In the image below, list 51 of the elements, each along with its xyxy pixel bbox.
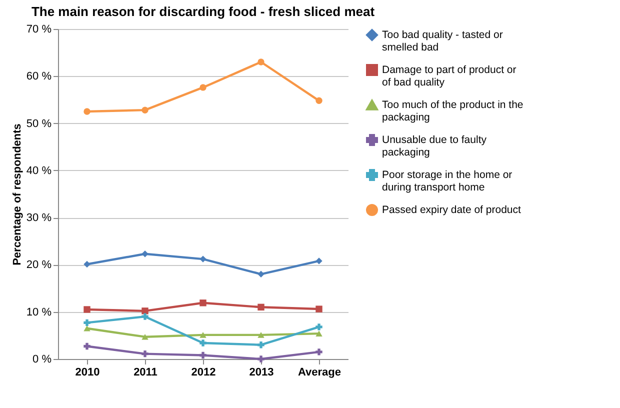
y-tick-label: 10 % (26, 306, 52, 318)
point (316, 258, 322, 264)
point (258, 58, 264, 66)
legend-label: Damage to part of product or of bad quality (382, 64, 517, 88)
point (200, 84, 206, 91)
point (142, 350, 148, 358)
legend-label: Poor storage in the home or during transport home (382, 169, 513, 194)
point (258, 270, 264, 278)
point (200, 352, 206, 359)
point (258, 356, 264, 362)
point (84, 342, 90, 350)
point (200, 256, 206, 262)
y-tick-label: 40 % (26, 164, 52, 177)
point (200, 340, 206, 346)
point (142, 250, 148, 258)
point (316, 306, 322, 312)
point (142, 308, 148, 314)
legend-label: Too bad quality - tasted or smelled bad (382, 29, 504, 54)
point (316, 330, 322, 336)
legend-label: Passed expiry date of product (382, 204, 521, 216)
point (200, 300, 206, 306)
point (258, 332, 264, 338)
point (316, 348, 322, 356)
y-tick-label: 60 % (26, 70, 52, 83)
y-tick-label: 20 % (26, 259, 52, 272)
point (84, 306, 90, 313)
legend-label: Too much of the product in the packaging (382, 99, 524, 124)
chart-title: The main reason for discarding food - fresh sliced meat (31, 4, 376, 19)
point (258, 342, 264, 348)
point (316, 97, 322, 104)
point (142, 313, 148, 320)
y-tick-label: 70 % (26, 24, 52, 36)
y-tick-label: 30 % (26, 212, 52, 224)
point (200, 332, 206, 338)
point (84, 319, 90, 326)
point (316, 324, 322, 330)
y-tick-label: 50 % (26, 118, 52, 130)
point (258, 304, 264, 310)
x-tick-label: 2012 (191, 366, 216, 378)
x-tick-label: 2011 (134, 366, 158, 378)
y-axis-title: Percentage of respondents (11, 124, 24, 266)
point (84, 325, 90, 332)
point (84, 260, 90, 268)
x-tick-label: 2010 (75, 366, 100, 378)
point (142, 106, 148, 114)
x-tick-label: Average (298, 366, 342, 378)
point (84, 108, 90, 115)
y-tick-label: 0 % (32, 354, 52, 366)
x-tick-label: 2013 (249, 366, 274, 378)
point (142, 334, 148, 340)
legend-label: Unusable due to faulty packaging (382, 134, 488, 158)
